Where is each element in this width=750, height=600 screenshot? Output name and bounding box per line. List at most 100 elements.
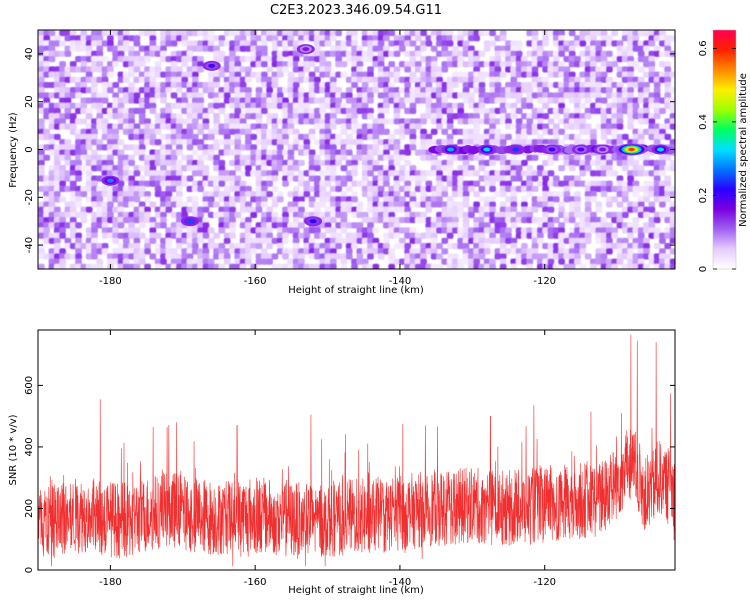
heatmap-cell [319, 258, 327, 265]
heatmap-cell [69, 92, 77, 99]
heatmap-cell [627, 170, 634, 177]
heatmap-cell [494, 133, 502, 141]
heatmap-cell [149, 222, 157, 229]
heatmap-cell [170, 92, 178, 99]
heatmap-cell [292, 232, 300, 239]
heatmap-cell [441, 185, 449, 192]
heatmap-cell [303, 61, 311, 68]
heatmap-cell [648, 206, 656, 213]
heatmap-cell [383, 87, 390, 94]
heatmap-cell [53, 165, 61, 172]
heatmap-cell [584, 191, 592, 198]
heatmap-cell [452, 81, 459, 89]
heatmap-cell [122, 92, 130, 99]
heatmap-cell [223, 97, 231, 104]
heatmap-cell [117, 258, 125, 265]
heatmap-cell [239, 55, 247, 63]
heatmap-cell [611, 263, 619, 269]
heatmap-cell [637, 66, 645, 73]
heatmap-cell [266, 159, 273, 166]
heatmap-cell [414, 66, 422, 73]
heatmap-cell [478, 237, 486, 244]
heatmap-cell [160, 201, 167, 208]
heatmap-cell [91, 180, 98, 187]
heatmap-cell [223, 206, 231, 213]
heatmap-cell [176, 237, 183, 244]
heatmap-cell [568, 232, 576, 239]
heatmap-cell [521, 180, 528, 187]
heatmap-cell [96, 35, 104, 42]
heatmap-cell [340, 128, 348, 135]
heatmap-cell [234, 66, 242, 73]
heatmap-cell [96, 97, 104, 104]
heatmap-cell [457, 102, 465, 109]
heatmap-cell [568, 97, 576, 104]
heatmap-cell [324, 206, 332, 213]
heatmap-cell [239, 92, 247, 99]
heatmap-cell [441, 227, 449, 234]
heatmap-cell [107, 159, 114, 166]
heatmap-cell [653, 81, 661, 89]
heatmap-cell [473, 123, 480, 130]
heatmap-cell [260, 55, 268, 63]
heatmap-cell [595, 30, 603, 37]
heatmap-cell [128, 232, 135, 239]
heatmap-cell [441, 45, 449, 52]
heatmap-cell [404, 232, 411, 239]
heatmap-cell [69, 165, 77, 172]
heatmap-cell [404, 66, 411, 73]
heatmap-cell [239, 102, 247, 109]
heatmap-cell [38, 35, 45, 42]
heatmap-cell [361, 81, 369, 89]
heatmap-cell [558, 243, 565, 250]
heatmap-cell [144, 66, 151, 73]
heatmap-cell [128, 128, 135, 135]
heatmap-cell [186, 263, 194, 269]
heatmap-cell [107, 211, 114, 218]
heatmap-cell [308, 128, 316, 135]
heatmap-cell [149, 92, 157, 99]
heatmap-cell [282, 30, 289, 37]
heatmap-cell [191, 113, 199, 120]
heatmap-cell [144, 154, 151, 161]
heatmap-cell [96, 107, 104, 115]
heatmap-cell [191, 211, 199, 218]
heatmap-cell [234, 123, 242, 130]
heatmap-cell [276, 92, 284, 99]
heatmap-cell [207, 191, 215, 198]
heatmap-cell [441, 248, 449, 255]
heatmap-cell [659, 196, 666, 203]
heatmap-cell [531, 81, 539, 89]
heatmap-cell [335, 92, 342, 99]
heatmap-cell [409, 191, 417, 198]
heatmap-cell [186, 102, 194, 109]
heatmap-cell [282, 253, 289, 260]
heatmap-cell [218, 248, 226, 255]
heatmap-cell [181, 263, 189, 269]
heatmap-cell [329, 253, 337, 260]
heatmap-cell [452, 35, 459, 42]
heatmap-cell [276, 248, 284, 255]
heatmap-cell [229, 76, 236, 83]
heatmap-cell [515, 165, 523, 172]
heatmap-cell [287, 92, 295, 99]
heatmap-cell [255, 222, 263, 229]
heatmap-cell [643, 253, 650, 260]
heatmap-cell [53, 248, 61, 255]
heatmap-cell [510, 113, 518, 120]
heatmap-cell [558, 222, 565, 229]
heatmap-cell [621, 35, 629, 42]
heatmap-cell [388, 144, 396, 151]
heatmap-cell [133, 92, 141, 99]
heatmap-cell [452, 211, 459, 218]
heatmap-cell [383, 76, 390, 83]
heatmap-cell [128, 227, 135, 234]
heatmap-cell [298, 201, 305, 208]
heatmap-cell [85, 243, 93, 250]
heatmap-cell [457, 128, 465, 135]
heatmap-cell [526, 97, 534, 104]
heatmap-cell [266, 211, 273, 218]
heatmap-cell [446, 87, 454, 94]
heatmap-cell [536, 76, 544, 83]
heatmap-cell [245, 206, 252, 213]
